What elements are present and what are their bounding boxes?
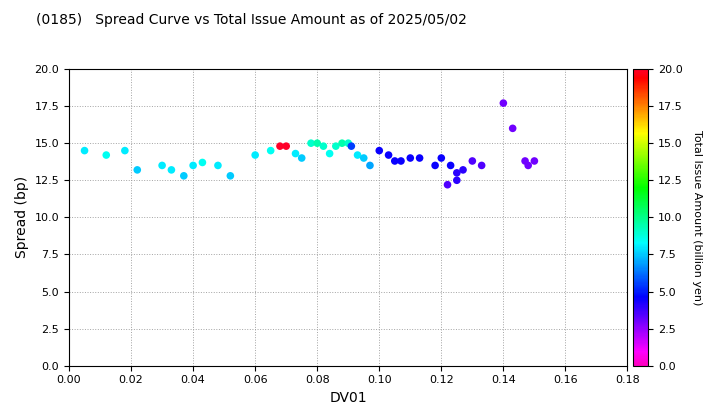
Point	[476, 162, 487, 169]
Point	[451, 177, 462, 184]
Point	[166, 166, 177, 173]
Point	[212, 162, 224, 169]
Point	[528, 158, 540, 164]
Point	[429, 162, 441, 169]
Point	[467, 158, 478, 164]
X-axis label: DV01: DV01	[330, 391, 367, 405]
Point	[383, 152, 395, 158]
Point	[78, 147, 90, 154]
Point	[389, 158, 400, 164]
Point	[507, 125, 518, 132]
Point	[324, 150, 336, 157]
Point	[405, 155, 416, 161]
Y-axis label: Spread (bp): Spread (bp)	[15, 176, 29, 258]
Point	[296, 155, 307, 161]
Point	[442, 181, 454, 188]
Point	[274, 143, 286, 150]
Point	[374, 147, 385, 154]
Point	[436, 155, 447, 161]
Point	[289, 150, 301, 157]
Point	[197, 159, 208, 166]
Point	[249, 152, 261, 158]
Point	[336, 140, 348, 147]
Point	[178, 173, 189, 179]
Point	[523, 162, 534, 169]
Point	[156, 162, 168, 169]
Point	[119, 147, 130, 154]
Point	[364, 162, 376, 169]
Text: (0185)   Spread Curve vs Total Issue Amount as of 2025/05/02: (0185) Spread Curve vs Total Issue Amoun…	[36, 13, 467, 26]
Point	[445, 162, 456, 169]
Point	[330, 143, 341, 150]
Point	[457, 166, 469, 173]
Point	[305, 140, 317, 147]
Point	[346, 143, 357, 150]
Point	[451, 170, 462, 176]
Point	[265, 147, 276, 154]
Y-axis label: Total Issue Amount (billion yen): Total Issue Amount (billion yen)	[692, 130, 702, 305]
Point	[414, 155, 426, 161]
Point	[312, 140, 323, 147]
Point	[343, 140, 354, 147]
Point	[132, 166, 143, 173]
Point	[187, 162, 199, 169]
Point	[101, 152, 112, 158]
Point	[498, 100, 509, 107]
Point	[358, 155, 369, 161]
Point	[352, 152, 364, 158]
Point	[225, 173, 236, 179]
Point	[519, 158, 531, 164]
Point	[318, 143, 329, 150]
Point	[280, 143, 292, 150]
Point	[395, 158, 407, 164]
